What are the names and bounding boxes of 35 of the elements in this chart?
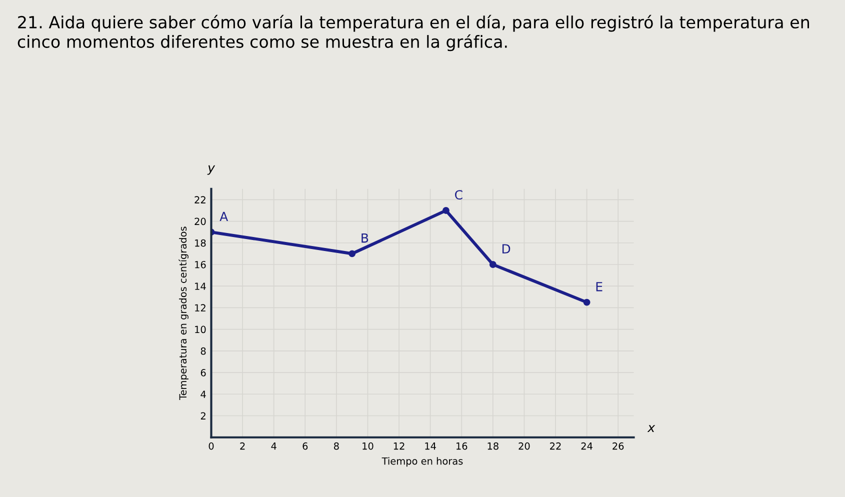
y-tick-label: 20	[194, 218, 206, 226]
chart-title: 21. Aida quiere saber cómo varía la temperatura en el día, para ello registró la temperatura en cinco momentos diferentes como se muestra en la gráfica.	[18, 14, 809, 52]
x-tick-label: 26	[612, 442, 624, 450]
x-tick-label: 14	[425, 442, 436, 450]
x-tick-label: 16	[456, 442, 468, 450]
x-tick-label: 20	[518, 442, 530, 450]
y-tick-label: 18	[195, 239, 206, 247]
y-tick-label: 22	[194, 196, 206, 204]
y-axis-title: Temperatura en grados centígrados	[178, 226, 188, 400]
x-tick-label: 10	[362, 442, 374, 450]
annotation: E	[596, 282, 602, 292]
y-tick-label: 2	[200, 412, 206, 420]
annotation: B	[362, 233, 368, 243]
x-tick-label: 0	[208, 442, 214, 450]
y-tick-label: 10	[195, 326, 206, 334]
text: y	[207, 165, 216, 175]
y-tick-label: 6	[200, 369, 206, 376]
x-tick-label: 6	[302, 442, 308, 450]
x-axis-title: Tiempo en horas	[382, 457, 463, 467]
x-tick-label: 2	[240, 442, 245, 450]
text: x	[647, 425, 656, 432]
y-tick-label: 14	[195, 282, 206, 290]
x-tick-label: 22	[550, 442, 561, 450]
annotation: D	[502, 244, 510, 254]
y-tick-label: 8	[200, 347, 206, 355]
x-tick-label: 18	[488, 442, 498, 450]
x-tick-label: 8	[334, 442, 339, 450]
x-tick-label: 12	[394, 442, 404, 450]
y-tick-label: 16	[195, 260, 206, 268]
y-tick-label: 4	[200, 390, 206, 398]
annotation: A	[220, 212, 228, 221]
annotation: C	[455, 190, 462, 200]
x-tick-label: 4	[271, 442, 276, 450]
x-tick-label: 24	[581, 442, 592, 450]
y-tick-label: 12	[195, 304, 206, 312]
